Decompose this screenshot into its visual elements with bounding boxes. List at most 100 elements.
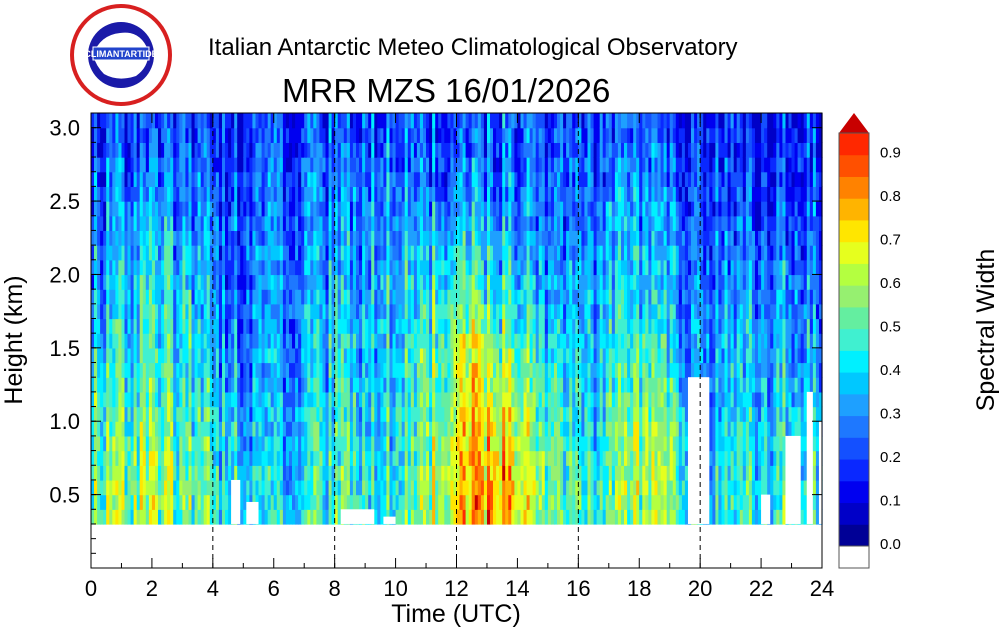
- heatmap-cell: [541, 450, 546, 466]
- heatmap-cell: [401, 465, 406, 481]
- heatmap-cell: [139, 289, 144, 305]
- heatmap-cell: [304, 289, 308, 305]
- heatmap-cell: [231, 303, 235, 320]
- heatmap-cell: [194, 127, 199, 143]
- heatmap-cell: [130, 406, 135, 422]
- heatmap-cell: [444, 230, 448, 246]
- heatmap-cell: [374, 391, 378, 408]
- heatmap-cell: [139, 186, 144, 202]
- heatmap-cell: [444, 142, 448, 158]
- heatmap-cell: [151, 435, 156, 452]
- heatmap-cell: [182, 230, 186, 246]
- heatmap-cell: [398, 333, 403, 349]
- heatmap-cell: [493, 186, 497, 202]
- heatmap-cell: [203, 142, 208, 158]
- heatmap-cell: [176, 318, 180, 334]
- heatmap-cell: [167, 201, 171, 217]
- heatmap-cell: [194, 509, 199, 525]
- heatmap-cell: [231, 333, 235, 349]
- heatmap-cell: [401, 362, 406, 378]
- heatmap-cell: [450, 259, 454, 276]
- heatmap-cell: [121, 494, 126, 510]
- heatmap-cell: [407, 494, 412, 510]
- heatmap-cell: [554, 274, 558, 290]
- heatmap-cell: [471, 201, 476, 217]
- heatmap-cell: [392, 245, 397, 261]
- heatmap-cell: [581, 435, 585, 452]
- heatmap-cell: [356, 157, 360, 173]
- heatmap-cell: [374, 406, 378, 422]
- heatmap-cell: [569, 274, 573, 290]
- heatmap-cell: [106, 479, 110, 496]
- heatmap-cell: [584, 215, 588, 231]
- heatmap-cell: [246, 318, 250, 334]
- heatmap-cell: [386, 406, 390, 422]
- heatmap-cell: [279, 450, 284, 466]
- heatmap-cell: [279, 157, 284, 173]
- heatmap-cell: [136, 245, 141, 261]
- heatmap-cell: [340, 377, 345, 393]
- heatmap-cell: [340, 113, 345, 129]
- heatmap-cell: [337, 333, 342, 349]
- heatmap-cell: [557, 171, 561, 187]
- heatmap-cell: [145, 274, 150, 290]
- heatmap-cell: [520, 201, 525, 217]
- heatmap-cell: [474, 259, 479, 276]
- heatmap-cell: [362, 479, 366, 496]
- heatmap-cell: [301, 435, 305, 452]
- heatmap-cell: [587, 245, 592, 261]
- heatmap-cell: [526, 157, 531, 173]
- heatmap-cell: [337, 215, 342, 231]
- heatmap-cell: [255, 215, 260, 231]
- heatmap-cell: [206, 494, 211, 510]
- heatmap-cell: [480, 245, 485, 261]
- heatmap-cell: [362, 186, 366, 202]
- heatmap-cell: [514, 450, 518, 466]
- heatmap-cell: [462, 142, 467, 158]
- heatmap-cell: [450, 113, 454, 129]
- heatmap-cell: [151, 127, 156, 143]
- heatmap-cell: [222, 230, 226, 246]
- heatmap-cell: [365, 479, 369, 496]
- heatmap-cell: [255, 274, 260, 290]
- heatmap-cell: [337, 289, 342, 305]
- heatmap-cell: [100, 289, 104, 305]
- heatmap-cell: [593, 274, 598, 290]
- heatmap-cell: [410, 406, 415, 422]
- heatmap-cell: [151, 230, 156, 246]
- heatmap-cell: [340, 171, 345, 187]
- heatmap-cell: [508, 259, 512, 276]
- heatmap-cell: [554, 435, 558, 452]
- heatmap-cell: [331, 303, 336, 320]
- heatmap-cell: [212, 435, 217, 452]
- heatmap-cell: [444, 171, 448, 187]
- heatmap-cell: [194, 421, 199, 437]
- heatmap-cell: [118, 215, 122, 231]
- heatmap-cell: [389, 142, 394, 158]
- heatmap-cell: [356, 274, 360, 290]
- heatmap-cell: [148, 142, 153, 158]
- heatmap-cell: [307, 347, 311, 364]
- heatmap-cell: [429, 201, 433, 217]
- heatmap-cell: [151, 318, 156, 334]
- heatmap-cell: [374, 142, 378, 158]
- heatmap-cell: [316, 333, 320, 349]
- heatmap-cell: [386, 157, 390, 173]
- heatmap-cell: [194, 186, 199, 202]
- heatmap-cell: [346, 171, 351, 187]
- heatmap-cell: [371, 391, 375, 408]
- heatmap-cell: [121, 450, 126, 466]
- heatmap-cell: [127, 245, 132, 261]
- heatmap-cell: [191, 421, 196, 437]
- heatmap-cell: [337, 435, 342, 452]
- heatmap-cell: [374, 435, 378, 452]
- heatmap-cell: [371, 113, 375, 129]
- heatmap-cell: [487, 509, 491, 525]
- heatmap-cell: [477, 245, 482, 261]
- heatmap-cell: [194, 142, 199, 158]
- heatmap-cell: [267, 450, 272, 466]
- heatmap-cell: [584, 465, 588, 481]
- heatmap-cell: [380, 303, 384, 320]
- heatmap-cell: [401, 274, 406, 290]
- heatmap-cell: [371, 142, 375, 158]
